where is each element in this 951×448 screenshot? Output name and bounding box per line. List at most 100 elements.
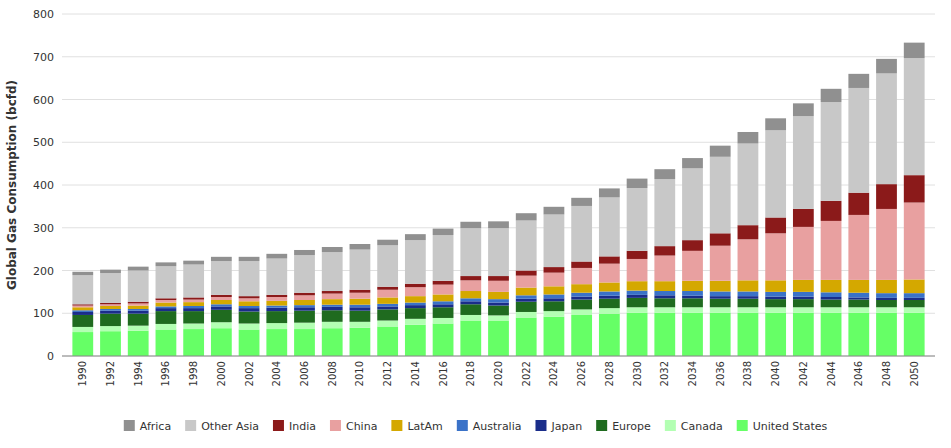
bar-segment <box>599 314 620 356</box>
bar-segment <box>904 313 925 356</box>
bar-segment <box>239 329 260 356</box>
bar-segment <box>322 291 343 294</box>
legend-swatch <box>596 420 607 431</box>
bar-segment <box>405 234 426 240</box>
bar-segment <box>904 279 925 293</box>
bar-segment <box>156 311 177 324</box>
bar-segment <box>460 304 481 315</box>
bar-segment <box>128 314 149 326</box>
bar-segment <box>294 305 315 307</box>
bar-segment <box>294 311 315 323</box>
bar-segment <box>765 292 786 297</box>
bar-segment <box>793 307 814 313</box>
bar-segment <box>765 299 786 307</box>
y-tick-label: 0 <box>47 350 54 363</box>
bar-segment <box>738 132 759 144</box>
bar-segment <box>682 158 703 168</box>
bar-segment <box>848 193 869 215</box>
bar-segment <box>488 281 509 292</box>
bar-segment <box>377 321 398 327</box>
x-tick-label: 2016 <box>438 361 449 386</box>
bar-segment <box>128 303 149 305</box>
x-tick-label: 1998 <box>188 361 199 386</box>
grid-line <box>62 56 935 57</box>
bar-segment <box>627 295 648 298</box>
bar-segment <box>488 228 509 276</box>
y-tick-label: 600 <box>33 94 54 107</box>
bar-segment <box>738 291 759 296</box>
bar-segment <box>682 307 703 313</box>
bar-segment <box>72 307 93 310</box>
bar-segment <box>627 251 648 259</box>
bar-segment <box>627 298 648 307</box>
bar-segment <box>571 284 592 293</box>
bar-segment <box>710 157 731 234</box>
bar-segment <box>239 298 260 301</box>
bar-segment <box>211 300 232 304</box>
bar-segment <box>488 306 509 316</box>
legend-swatch <box>665 420 676 431</box>
bar-segment <box>211 304 232 306</box>
y-tick-label: 700 <box>33 51 54 64</box>
bar-segment <box>211 306 232 309</box>
bar-segment <box>654 291 675 295</box>
bar-segment <box>405 240 426 284</box>
legend-label: Japan <box>550 420 582 433</box>
bar-segment <box>738 280 759 291</box>
bar-segment <box>156 324 177 330</box>
legend-label: Africa <box>140 420 171 433</box>
bar-segment <box>876 73 897 184</box>
grid-line <box>62 14 935 15</box>
bar-segment <box>156 329 177 356</box>
bar-segment <box>294 293 315 296</box>
bar-segment <box>128 331 149 356</box>
bar-segment <box>322 247 343 252</box>
grid <box>62 14 935 356</box>
bar-segment <box>128 267 149 271</box>
bar-segment <box>322 252 343 291</box>
bar-segment <box>266 311 287 323</box>
bar-segment <box>460 228 481 276</box>
bar-segment <box>433 307 454 318</box>
bar-segment <box>350 322 371 328</box>
bar-segment <box>433 281 454 285</box>
bar-segment <box>128 306 149 309</box>
bar-segment <box>876 209 897 280</box>
bar-segment <box>377 287 398 290</box>
bar-segment <box>710 313 731 356</box>
x-tick-label: 2026 <box>576 361 587 386</box>
bar-segment <box>765 233 786 280</box>
bar-segment <box>350 250 371 290</box>
bar-segment <box>599 188 620 197</box>
bar-segment <box>710 296 731 299</box>
bar-segment <box>239 261 260 296</box>
bar-segment <box>821 280 842 292</box>
bar-segment <box>682 281 703 291</box>
y-tick-label: 300 <box>33 222 54 235</box>
bar-segment <box>183 329 204 356</box>
bar-segment <box>183 261 204 265</box>
bar-segment <box>544 298 565 301</box>
legend-swatch <box>535 420 546 431</box>
x-tick-label: 1990 <box>77 361 88 386</box>
bar-segment <box>599 308 620 314</box>
bar-segment <box>183 265 204 298</box>
bar-segment <box>460 222 481 228</box>
bar-segment <box>738 299 759 308</box>
bar-segment <box>183 324 204 330</box>
bar-segment <box>460 291 481 298</box>
bar-segment <box>821 297 842 300</box>
bar-segment <box>821 221 842 280</box>
bar-segment <box>322 299 343 305</box>
x-tick-label: 2036 <box>715 361 726 386</box>
bar-segment <box>904 58 925 175</box>
bar-segment <box>848 313 869 356</box>
bar-segment <box>904 43 925 58</box>
bar-segment <box>377 297 398 303</box>
bar-segment <box>266 295 287 297</box>
x-tick-label: 2032 <box>659 361 670 386</box>
bar-segment <box>377 327 398 356</box>
legend-label: United States <box>753 420 828 433</box>
bars <box>72 43 924 356</box>
x-axis-line <box>62 356 935 357</box>
